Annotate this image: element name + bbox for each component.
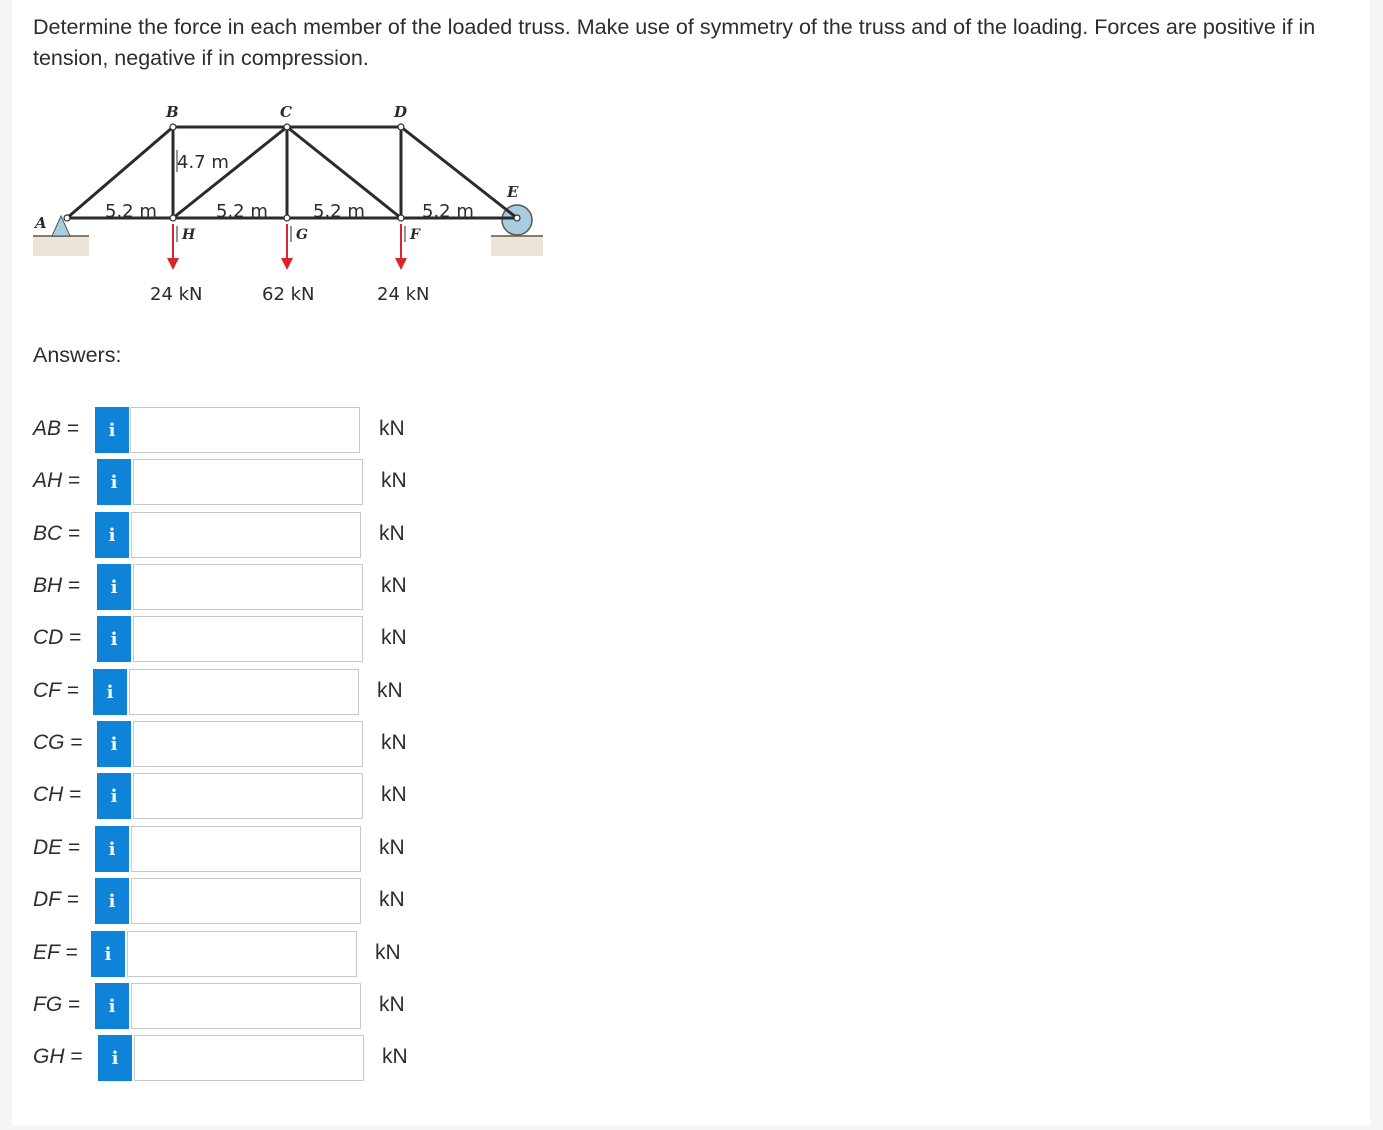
- answer-input-AH[interactable]: [133, 459, 363, 505]
- unit-label: kN: [377, 679, 403, 702]
- answer-label: BC =: [33, 522, 81, 545]
- unit-label: kN: [381, 783, 407, 806]
- answer-input-EF[interactable]: [127, 931, 357, 977]
- answer-input-CF[interactable]: [129, 669, 359, 715]
- info-icon[interactable]: i: [97, 721, 131, 767]
- unit-label: kN: [381, 731, 407, 754]
- member-CH: [172, 125, 288, 220]
- load-label-F: 24 kN: [377, 284, 430, 305]
- answer-label: AH =: [33, 469, 81, 492]
- unit-label: kN: [381, 469, 407, 492]
- node-label-F: F: [409, 227, 421, 243]
- unit-label: kN: [379, 522, 405, 545]
- info-icon[interactable]: i: [97, 564, 131, 610]
- answer-input-DF[interactable]: [131, 878, 361, 924]
- answer-input-GH[interactable]: [134, 1035, 364, 1081]
- unit-label: kN: [375, 941, 401, 964]
- unit-label: kN: [379, 993, 405, 1016]
- member-DE: [400, 125, 518, 220]
- question-text: Determine the force in each member of th…: [33, 15, 1316, 70]
- info-icon[interactable]: i: [93, 669, 127, 715]
- info-icon[interactable]: i: [95, 878, 129, 924]
- truss-figure: A B C D E H G F 4.7 m 5.2 m 5.2 m 5.2 m …: [33, 103, 543, 305]
- answer-label: CG =: [33, 731, 83, 754]
- answer-label: EF =: [33, 941, 78, 964]
- answer-label: BH =: [33, 574, 81, 597]
- unit-label: kN: [379, 836, 405, 859]
- member-CF: [286, 125, 402, 220]
- span-dimension-4: 5.2 m: [422, 201, 474, 222]
- answer-label: DF =: [33, 888, 80, 911]
- node-label-C: C: [280, 103, 292, 121]
- info-icon[interactable]: i: [95, 826, 129, 872]
- pin-support-icon: [51, 214, 71, 237]
- answer-input-CD[interactable]: [133, 616, 363, 662]
- height-dimension: 4.7 m: [177, 152, 229, 173]
- unit-label: kN: [379, 417, 405, 440]
- member-AB: [66, 125, 174, 220]
- info-icon[interactable]: i: [97, 459, 131, 505]
- answer-label: AB =: [33, 417, 80, 440]
- node-label-A: A: [33, 214, 47, 232]
- answer-label: DE =: [33, 836, 81, 859]
- unit-label: kN: [379, 888, 405, 911]
- answer-input-BC[interactable]: [131, 512, 361, 558]
- info-icon[interactable]: i: [98, 1035, 132, 1081]
- info-icon[interactable]: i: [91, 931, 125, 977]
- answer-label: FG =: [33, 993, 81, 1016]
- unit-label: kN: [381, 574, 407, 597]
- truss-members: [66, 125, 518, 220]
- span-dimension-1: 5.2 m: [105, 201, 157, 222]
- unit-label: kN: [382, 1045, 408, 1068]
- answer-label: CD =: [33, 626, 82, 649]
- info-icon[interactable]: i: [95, 512, 129, 558]
- span-dimension-2: 5.2 m: [216, 201, 268, 222]
- load-label-H: 24 kN: [150, 284, 203, 305]
- node-label-E: E: [506, 183, 519, 201]
- info-icon[interactable]: i: [95, 407, 129, 453]
- load-label-G: 62 kN: [262, 284, 315, 305]
- answer-input-AB[interactable]: [130, 407, 360, 453]
- info-icon[interactable]: i: [97, 616, 131, 662]
- answer-label: CF =: [33, 679, 80, 702]
- answer-input-CG[interactable]: [133, 721, 363, 767]
- unit-label: kN: [381, 626, 407, 649]
- answer-input-FG[interactable]: [131, 983, 361, 1029]
- node-label-G: G: [296, 227, 308, 243]
- answer-input-CH[interactable]: [133, 773, 363, 819]
- answer-label: GH =: [33, 1045, 83, 1068]
- answers-heading: Answers:: [33, 343, 122, 367]
- right-ground: [491, 236, 543, 256]
- node-label-H: H: [181, 227, 196, 243]
- answer-input-BH[interactable]: [133, 564, 363, 610]
- node-label-B: B: [165, 103, 179, 121]
- info-icon[interactable]: i: [95, 983, 129, 1029]
- answer-label: CH =: [33, 783, 82, 806]
- left-ground: [33, 236, 89, 256]
- node-label-D: D: [393, 103, 407, 121]
- span-dimension-3: 5.2 m: [313, 201, 365, 222]
- answer-input-DE[interactable]: [131, 826, 361, 872]
- info-icon[interactable]: i: [97, 773, 131, 819]
